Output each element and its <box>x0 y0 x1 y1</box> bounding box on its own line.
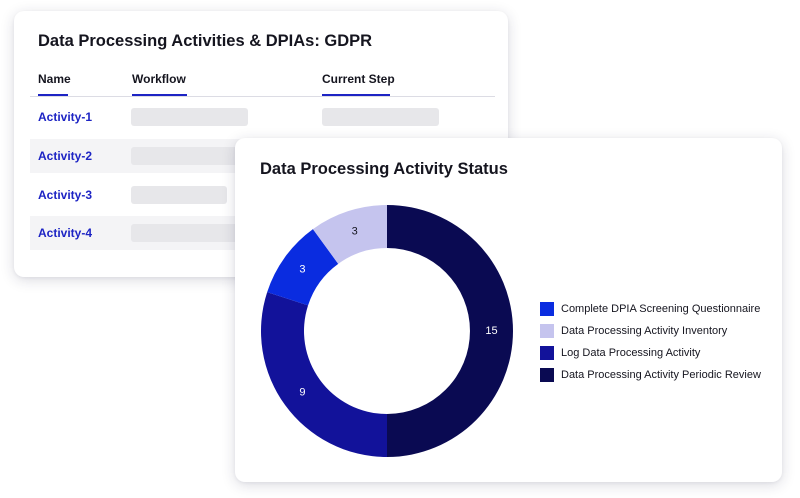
table-title: Data Processing Activities & DPIAs: GDPR <box>38 32 373 50</box>
current-step-column-underline <box>322 94 390 96</box>
workflow-placeholder <box>131 186 227 204</box>
legend-label: Log Data Processing Activity <box>561 347 701 359</box>
legend-swatch <box>540 346 554 360</box>
table-row[interactable]: Activity-1 <box>30 100 495 134</box>
donut-slice-4[interactable] <box>312 205 387 264</box>
table-row[interactable]: Activity-3 <box>30 178 495 212</box>
legend-label: Data Processing Activity Periodic Review <box>561 369 761 381</box>
slice-value-label: 15 <box>485 325 497 337</box>
legend-label: Data Processing Activity Inventory <box>561 325 728 337</box>
header-divider <box>30 96 495 97</box>
donut-slice-2[interactable] <box>261 292 387 457</box>
legend-swatch <box>540 302 554 316</box>
activity-link[interactable]: Activity-2 <box>38 149 93 163</box>
workflow-column-underline <box>132 94 187 96</box>
donut-slice-3[interactable] <box>267 229 339 306</box>
status-chart-card: Data Processing Activity Status 15 9 3 3 Co… <box>235 138 782 482</box>
legend-swatch <box>540 368 554 382</box>
activity-link[interactable]: Activity-3 <box>38 188 93 202</box>
activity-link[interactable]: Activity-4 <box>38 226 93 240</box>
slice-value-label: 9 <box>299 386 305 398</box>
current-step-placeholder <box>322 108 439 126</box>
workflow-placeholder <box>131 224 248 242</box>
legend-label: Complete DPIA Screening Questionnaire <box>561 303 761 315</box>
column-header-current-step[interactable]: Current Step <box>322 72 395 86</box>
donut-slice-1[interactable] <box>387 205 513 457</box>
workflow-placeholder <box>131 108 248 126</box>
workflow-placeholder <box>131 147 248 165</box>
column-header-name[interactable]: Name <box>38 72 71 86</box>
column-header-workflow[interactable]: Workflow <box>132 72 186 86</box>
slice-value-label: 3 <box>352 226 358 238</box>
name-column-underline <box>38 94 68 96</box>
slice-value-label: 3 <box>299 264 305 276</box>
chart-title: Data Processing Activity Status <box>260 160 508 178</box>
legend-swatch <box>540 324 554 338</box>
activity-link[interactable]: Activity-1 <box>38 110 93 124</box>
donut-chart: 15 9 3 3 <box>261 205 513 457</box>
